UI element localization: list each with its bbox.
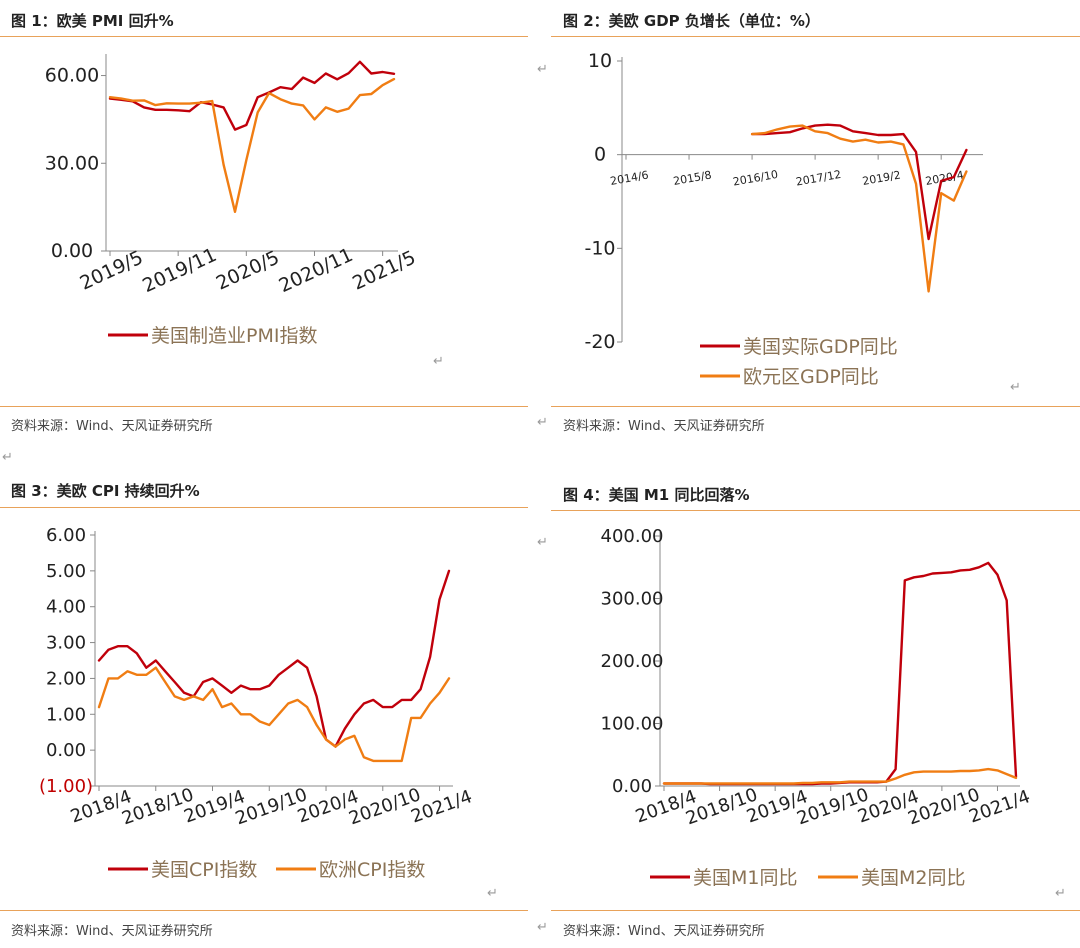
- y-tick-label: 1.00: [46, 704, 86, 725]
- y-tick-label: 4.00: [46, 597, 86, 618]
- y-tick-label: 400.00: [601, 526, 664, 547]
- legend-label: 美国M2同比: [861, 867, 965, 889]
- y-tick-label: 6.00: [46, 525, 86, 546]
- y-tick-label: 30.00: [45, 152, 99, 174]
- y-tick-label: 200.00: [601, 651, 664, 672]
- series-line: [662, 767, 1018, 785]
- legend-label: 美国制造业PMI指数: [151, 325, 317, 347]
- return-mark: ↵: [2, 450, 13, 465]
- return-mark: ↵: [537, 415, 548, 430]
- divider: [0, 507, 528, 508]
- y-tick-label: 5.00: [46, 561, 86, 582]
- return-mark: ↵: [433, 354, 444, 369]
- divider: [551, 510, 1080, 511]
- chart2-title: 图 2：美欧 GDP 负增长（单位：%）: [563, 12, 820, 30]
- y-tick-label: 300.00: [601, 589, 664, 610]
- source-note: 资料来源：Wind、天风证券研究所: [11, 419, 213, 434]
- legend-label: 欧元区GDP同比: [743, 366, 879, 388]
- x-tick-label: 2015/8: [672, 168, 712, 188]
- divider: [0, 36, 528, 37]
- chart1-title: 图 1：欧美 PMI 回升%: [11, 12, 174, 30]
- series-line: [108, 60, 396, 131]
- y-tick-label: 0.00: [51, 240, 93, 262]
- source-note: 资料来源：Wind、天风证券研究所: [563, 419, 765, 434]
- y-tick-label: -10: [584, 237, 615, 259]
- source-note: 资料来源：Wind、天风证券研究所: [11, 924, 213, 939]
- return-mark: ↵: [1055, 886, 1066, 901]
- x-tick-label: 2021/5: [349, 246, 419, 294]
- legend-label: 美国M1同比: [693, 867, 797, 889]
- x-tick-label: 2020/5: [213, 246, 283, 294]
- y-tick-label: 0: [594, 144, 606, 166]
- legend-label: 欧洲CPI指数: [319, 859, 425, 881]
- series-line: [97, 666, 451, 763]
- chart3-title: 图 3：美欧 CPI 持续回升%: [11, 482, 200, 500]
- legend-label: 美国CPI指数: [151, 859, 257, 881]
- return-mark: ↵: [1010, 380, 1021, 395]
- series-line: [750, 123, 968, 241]
- y-tick-label: -20: [584, 331, 615, 353]
- return-mark: ↵: [537, 920, 548, 935]
- y-tick-label: (1.00): [39, 776, 93, 797]
- x-tick-label: 2019/11: [139, 244, 220, 297]
- y-tick-label: 0.00: [612, 776, 652, 797]
- x-tick-label: 2020/4: [924, 168, 964, 188]
- x-tick-label: 2014/6: [609, 168, 649, 188]
- source-note: 资料来源：Wind、天风证券研究所: [563, 924, 765, 939]
- y-tick-label: 2.00: [46, 668, 86, 689]
- series-line: [662, 561, 1018, 786]
- return-mark: ↵: [537, 62, 548, 77]
- y-tick-label: 3.00: [46, 633, 86, 654]
- divider: [0, 406, 528, 407]
- divider: [551, 406, 1080, 407]
- x-tick-label: 2020/11: [276, 244, 357, 297]
- chart4-title: 图 4：美国 M1 同比回落%: [563, 486, 750, 504]
- legend-label: 美国实际GDP同比: [743, 336, 898, 358]
- return-mark: ↵: [487, 886, 498, 901]
- divider: [551, 36, 1080, 37]
- y-tick-label: 10: [588, 50, 612, 72]
- series-line: [97, 569, 451, 748]
- x-tick-label: 2016/10: [732, 168, 779, 189]
- y-tick-label: 60.00: [45, 65, 99, 87]
- divider: [551, 910, 1080, 911]
- y-tick-label: 0.00: [46, 740, 86, 761]
- return-mark: ↵: [537, 535, 548, 550]
- divider: [0, 910, 528, 911]
- x-tick-label: 2017/12: [795, 168, 842, 189]
- y-tick-label: 100.00: [601, 714, 664, 735]
- series-line: [108, 77, 396, 214]
- x-tick-label: 2019/2: [861, 168, 901, 188]
- series-line: [750, 124, 968, 293]
